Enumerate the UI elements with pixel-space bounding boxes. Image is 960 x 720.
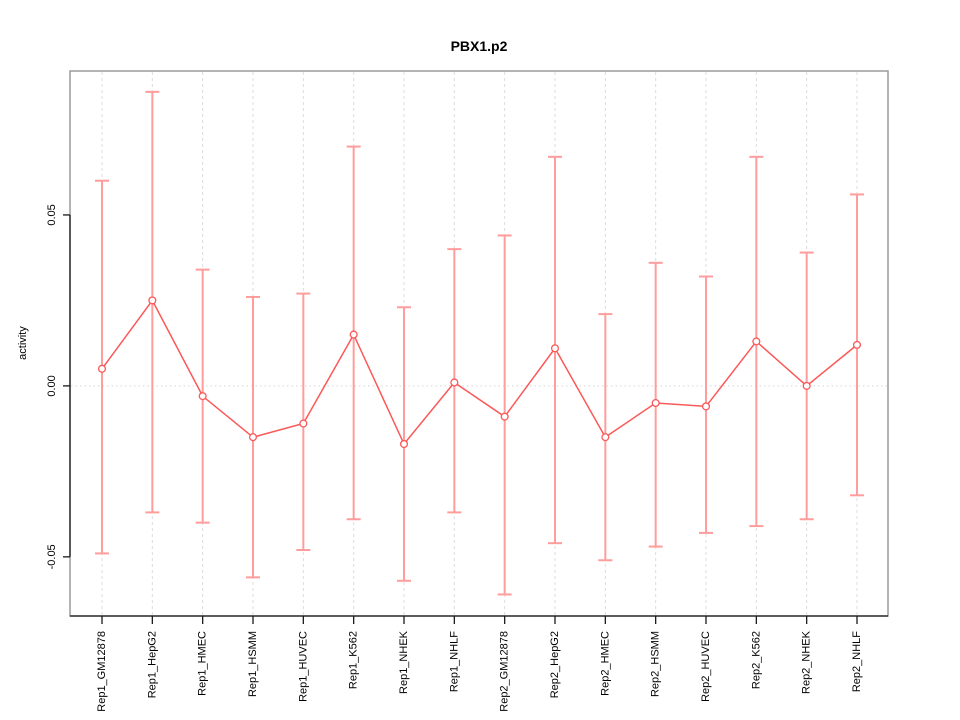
data-point-Rep2_K562 bbox=[752, 337, 761, 346]
x-tick-label-Rep1_GM12878: Rep1_GM12878 bbox=[96, 631, 108, 712]
x-tick-label-Rep2_GM12878: Rep2_GM12878 bbox=[499, 631, 511, 712]
x-tick-label-Rep1_HSMM: Rep1_HSMM bbox=[247, 631, 259, 697]
data-point-Rep2_NHEK bbox=[802, 381, 811, 390]
data-point-Rep2_HMEC bbox=[601, 433, 610, 442]
data-point-Rep2_HSMM bbox=[651, 398, 660, 408]
data-point-Rep1_NHLF bbox=[450, 378, 459, 387]
series-line bbox=[101, 299, 858, 446]
data-point-Rep2_HepG2 bbox=[550, 344, 560, 353]
data-point-Rep1_NHEK bbox=[399, 439, 409, 449]
x-tick-label-Rep2_HUVEC: Rep2_HUVEC bbox=[700, 631, 712, 702]
x-tick-label-Rep2_HSMM: Rep2_HSMM bbox=[650, 631, 662, 697]
x-tick-label-Rep2_HepG2: Rep2_HepG2 bbox=[549, 631, 561, 698]
data-point-Rep2_GM12878 bbox=[500, 412, 509, 421]
data-point-Rep1_K562 bbox=[349, 330, 358, 339]
y-tick-label: 0.05 bbox=[46, 204, 58, 225]
data-point-Rep1_GM12878 bbox=[97, 364, 107, 373]
data-point-Rep1_HSMM bbox=[248, 433, 258, 442]
x-tick-label-Rep2_NHEK: Rep2_NHEK bbox=[801, 630, 813, 694]
data-point-Rep2_HUVEC bbox=[701, 402, 711, 411]
chart-title: PBX1.p2 bbox=[450, 38, 508, 54]
x-tick-label-Rep1_NHLF: Rep1_NHLF bbox=[448, 631, 460, 692]
x-tick-label-Rep2_NHLF: Rep2_NHLF bbox=[851, 631, 863, 692]
x-tick-label-Rep1_HepG2: Rep1_HepG2 bbox=[146, 631, 158, 698]
data-point-Rep1_HUVEC bbox=[299, 419, 308, 428]
x-tick-label-Rep1_K562: Rep1_K562 bbox=[348, 631, 360, 689]
data-point-Rep1_HMEC bbox=[198, 392, 207, 401]
y-tick-label: -0.05 bbox=[46, 544, 58, 569]
x-tick-label-Rep2_HMEC: Rep2_HMEC bbox=[599, 631, 611, 696]
x-tick-label-Rep2_K562: Rep2_K562 bbox=[750, 631, 762, 689]
x-tick-label-Rep1_HUVEC: Rep1_HUVEC bbox=[297, 631, 309, 702]
data-point-Rep1_HepG2 bbox=[148, 296, 157, 305]
data-point-Rep2_NHLF bbox=[852, 340, 862, 349]
x-tick-label-Rep1_NHEK: Rep1_NHEK bbox=[398, 630, 410, 694]
plot-box bbox=[69, 70, 889, 617]
x-tick-label-Rep1_HMEC: Rep1_HMEC bbox=[197, 631, 209, 696]
y-tick-label: 0.00 bbox=[46, 375, 58, 396]
